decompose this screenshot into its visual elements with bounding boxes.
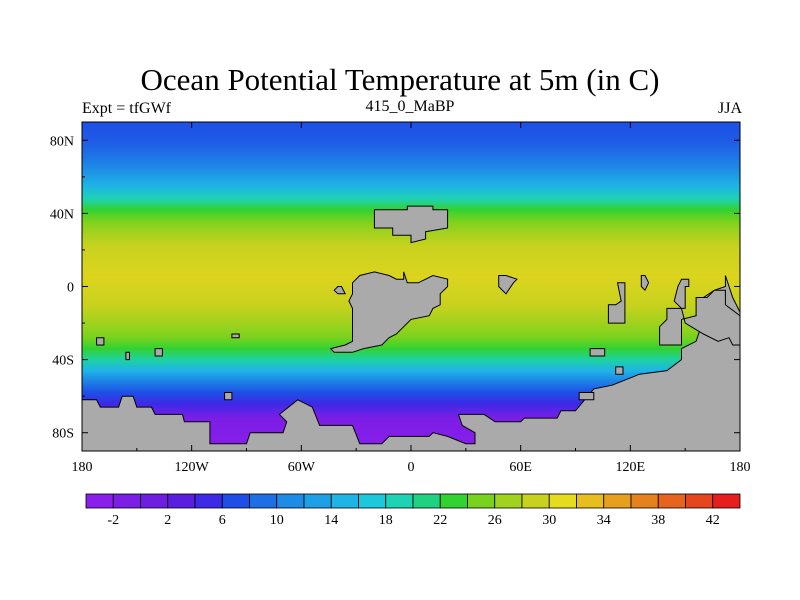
land-small-island-c [640,275,650,292]
lon-tick-label: 60W [288,460,316,475]
colorbar-swatch [630,493,659,509]
colorbar-swatch [685,493,714,509]
colorbar-swatch [521,493,550,509]
lat-tick-label: 0 [67,281,74,296]
colorbar-label: 30 [542,513,556,528]
colorbar-swatch [167,493,196,509]
season-label: JJA [717,100,742,117]
colorbar-swatch [385,493,414,509]
colorbar-swatch [657,493,686,509]
colorbar-swatch [194,493,223,509]
lon-tick-label: 120E [616,460,646,475]
land-island-e [125,351,130,361]
colorbar-swatch [439,493,468,509]
colorbar-label: -2 [107,513,119,528]
colorbar: -2 2 6 10 14 18 22 26 30 34 38 42 [85,493,741,528]
colorbar-label: 26 [488,513,502,528]
lon-tick-label: 0 [408,460,415,475]
colorbar-swatch [330,493,359,509]
colorbar-swatch [494,493,523,509]
colorbar-swatch [467,493,496,509]
lon-tick-label: 180 [72,460,93,475]
land-layer [82,205,740,451]
land-island-d [96,337,105,346]
map-title: Ocean Potential Temperature at 5m (in C) [140,62,660,97]
land-island-g [231,333,240,339]
lon-tick-label: 60E [509,460,532,475]
land-island-h [589,348,606,357]
land-island-i [615,366,624,375]
colorbar-label: 34 [597,513,611,528]
colorbar-label: 2 [164,513,171,528]
plot-area [82,122,740,451]
land-central-landmass [329,271,449,353]
colorbar-label: 22 [433,513,447,528]
colorbar-swatch [603,493,632,509]
axis-ticks: 180 120W 60W 0 60E 120E 180 80N 40N 0 40S 80S [50,122,751,475]
colorbar-swatch [412,493,441,509]
lat-tick-label: 80S [52,427,74,442]
colorbar-swatch [712,493,741,509]
colorbar-label: 14 [324,513,338,528]
land-peninsula-west [333,286,347,295]
land-small-island-a [498,275,518,295]
colorbar-swatch [576,493,605,509]
colorbar-swatch [548,493,577,509]
colorbar-label: 38 [651,513,665,528]
colorbar-swatch [358,493,387,509]
colorbar-swatch [85,493,114,509]
lon-tick-label: 120W [175,460,210,475]
time-label: 415_0_MaBP [365,98,455,115]
land-island-j [578,392,595,401]
experiment-label: Expt = tfGWf [82,100,171,117]
lat-tick-label: 40S [52,354,74,369]
colorbar-swatch [112,493,141,509]
colorbar-swatch [221,493,250,509]
land-north-landmass [373,205,449,244]
colorbar-label: 6 [219,513,226,528]
colorbar-label: 10 [270,513,284,528]
colorbar-swatch [303,493,332,509]
colorbar-swatch [140,493,169,509]
colorbar-label: 18 [379,513,393,528]
land-small-island-b [607,282,626,324]
lat-tick-label: 80N [50,134,74,149]
colorbar-label: 42 [706,513,720,528]
land-island-f [154,348,163,357]
land-island-k [224,392,233,401]
colorbar-swatch [249,493,278,509]
lon-tick-label: 180 [730,460,751,475]
lat-tick-label: 40N [50,207,74,222]
land-east-landmass [659,278,740,346]
colorbar-swatch [276,493,305,509]
